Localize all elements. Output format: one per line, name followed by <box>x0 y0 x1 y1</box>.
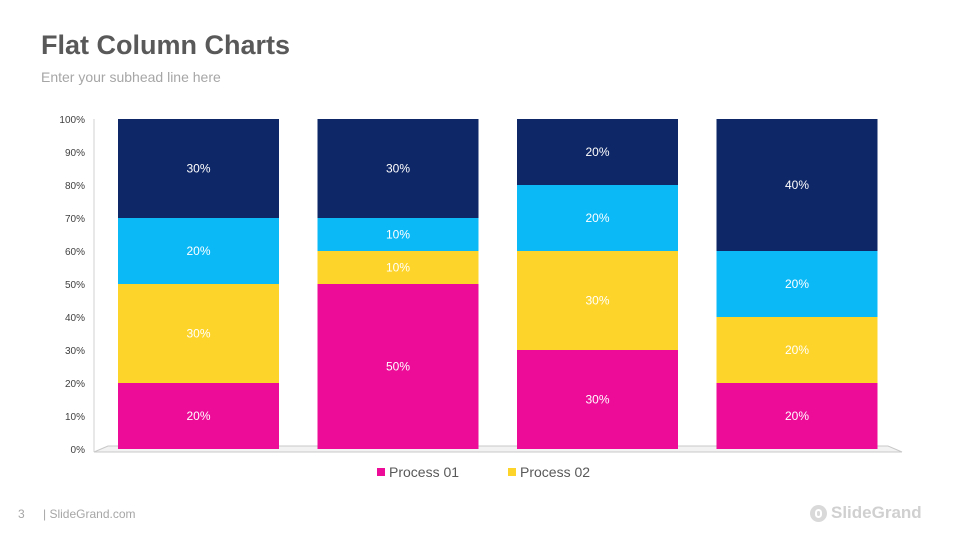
data-label: 30% <box>186 327 210 341</box>
y-tick-label: 0% <box>71 445 86 456</box>
data-label: 20% <box>186 244 210 258</box>
legend-label: Process 01 <box>389 464 459 480</box>
data-label: 50% <box>386 360 410 374</box>
logo-icon <box>810 504 827 522</box>
bar-segment <box>317 218 479 251</box>
data-label: 30% <box>386 162 410 176</box>
bar-segment <box>517 119 678 185</box>
y-tick-label: 80% <box>65 181 85 192</box>
data-label: 20% <box>585 211 609 225</box>
bar-segment <box>517 350 678 449</box>
y-tick-label: 50% <box>65 280 85 291</box>
data-label: 30% <box>585 393 609 407</box>
y-tick-label: 40% <box>65 313 85 324</box>
bar-segment <box>517 185 678 251</box>
bar-segment <box>118 383 279 449</box>
page-subtitle: Enter your subhead line here <box>41 69 221 85</box>
page-title: Flat Column Charts <box>41 30 291 60</box>
bar-segment <box>317 284 479 449</box>
bar-segment <box>517 251 678 350</box>
y-tick-label: 60% <box>65 247 85 258</box>
bar-segment <box>317 119 479 218</box>
data-label: 20% <box>186 409 210 423</box>
legend-swatch <box>508 468 516 476</box>
legend-swatch <box>377 468 385 476</box>
y-tick-label: 70% <box>65 214 85 225</box>
logo-text: SlideGrand <box>831 503 922 522</box>
bar-segment <box>716 119 878 251</box>
y-tick-label: 10% <box>65 412 85 423</box>
bar-segment <box>118 284 279 383</box>
data-label: 30% <box>186 162 210 176</box>
chart-floor <box>93 445 903 453</box>
y-tick-label: 100% <box>59 115 85 126</box>
page-number: 3 <box>18 507 25 521</box>
data-label: 30% <box>585 294 609 308</box>
legend-label: Process 02 <box>520 464 590 480</box>
bar-segment <box>716 251 878 317</box>
bar-segment <box>716 383 878 449</box>
data-label: 40% <box>785 178 809 192</box>
data-label: 20% <box>585 145 609 159</box>
footer-site: | SlideGrand.com <box>43 507 136 521</box>
bar-segment <box>118 218 279 284</box>
bar-segment <box>118 119 279 218</box>
stacked-column-chart: 0% 10% 20% 30% 40% 50% 60% 70% 80% 90% 100% 20% 30% 2… <box>59 115 903 480</box>
data-label: 20% <box>785 277 809 291</box>
data-label: 10% <box>386 261 410 275</box>
data-label: 20% <box>785 409 809 423</box>
y-tick-label: 90% <box>65 148 85 159</box>
bar-segment <box>716 317 878 383</box>
y-tick-label: 20% <box>65 379 85 390</box>
brand-logo: SlideGrand <box>810 503 922 523</box>
y-tick-label: 30% <box>65 346 85 357</box>
data-label: 20% <box>785 343 809 357</box>
data-label: 10% <box>386 228 410 242</box>
bar-segment <box>317 251 479 284</box>
